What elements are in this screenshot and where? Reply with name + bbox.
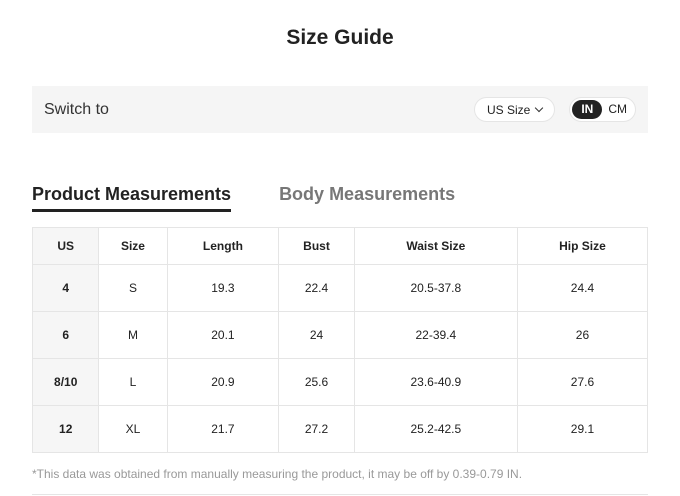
size-table: US Size Length Bust Waist Size Hip Size 4 S 19.… [31, 227, 649, 453]
table-cell: S [98, 264, 168, 312]
size-system-value: US Size [486, 102, 531, 117]
table-row: 4 S 19.3 22.4 20.5-37.8 24.4 [31, 264, 649, 312]
tab-product-measurements[interactable]: Product Measurements [32, 184, 232, 212]
table-cell: 22.4 [278, 264, 355, 312]
table-cell: 4 [31, 264, 100, 312]
table-cell: 21.7 [166, 405, 280, 453]
table-cell: 26 [516, 311, 649, 359]
tab-body-measurements[interactable]: Body Measurements [279, 184, 456, 204]
unit-toggle: IN CM [569, 97, 636, 122]
column-header: Hip Size [516, 227, 649, 265]
table-cell: 24 [278, 311, 355, 359]
table-cell: 20.5-37.8 [353, 264, 518, 312]
column-header: Waist Size [353, 227, 518, 265]
unit-in-button[interactable]: IN [572, 100, 603, 119]
table-cell: 22-39.4 [353, 311, 518, 359]
table-cell: 6 [31, 311, 100, 359]
table-row: 8/10 L 20.9 25.6 23.6-40.9 27.6 [31, 358, 649, 406]
column-header: Bust [278, 227, 355, 265]
table-cell: M [98, 311, 168, 359]
table-header-row: US Size Length Bust Waist Size Hip Size [31, 227, 649, 265]
table-cell: 27.6 [516, 358, 649, 406]
column-header: Length [166, 227, 280, 265]
table-cell: 29.1 [516, 405, 649, 453]
table-cell: 20.1 [166, 311, 280, 359]
table-cell: 23.6-40.9 [353, 358, 518, 406]
table-cell: 8/10 [31, 358, 100, 406]
unit-cm-button[interactable]: CM [608, 102, 627, 116]
table-row: 12 XL 21.7 27.2 25.2-42.5 29.1 [31, 405, 649, 453]
table-cell: 20.9 [166, 358, 280, 406]
switch-label: Switch to [44, 100, 109, 118]
column-header: Size [98, 227, 168, 265]
table-row: 6 M 20.1 24 22-39.4 26 [31, 311, 649, 359]
size-system-dropdown[interactable]: US Size [473, 97, 556, 122]
measurement-tabs: Product Measurements Body Measurements [32, 184, 455, 212]
table-cell: 12 [31, 405, 100, 453]
table-cell: 27.2 [278, 405, 355, 453]
page-title: Size Guide [286, 26, 394, 49]
table-cell: 24.4 [516, 264, 649, 312]
measurement-note: *This data was obtained from manually me… [32, 467, 523, 481]
table-cell: L [98, 358, 168, 406]
chevron-down-icon [535, 103, 544, 112]
divider [32, 494, 648, 495]
table-cell: XL [98, 405, 168, 453]
column-header: US [31, 227, 100, 265]
table-cell: 19.3 [166, 264, 280, 312]
table-cell: 25.2-42.5 [353, 405, 518, 453]
unit-switch-bar: Switch to US Size IN CM [32, 86, 648, 133]
table-cell: 25.6 [278, 358, 355, 406]
